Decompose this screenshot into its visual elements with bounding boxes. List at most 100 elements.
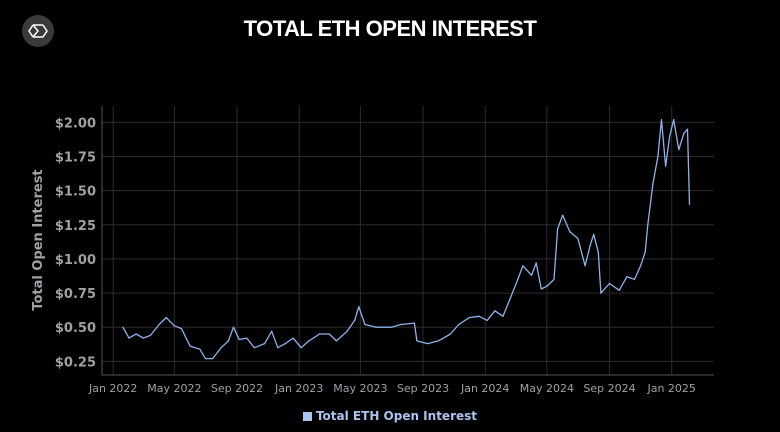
data-point: [597, 251, 599, 253]
data-point: [494, 310, 496, 312]
data-point: [232, 326, 235, 328]
data-point: [486, 319, 488, 321]
data-point: [589, 244, 591, 246]
y-tick-label: $1.75: [55, 151, 96, 166]
x-tick-label: Sep 2022: [211, 382, 263, 395]
data-point: [375, 326, 377, 328]
data-point: [546, 285, 548, 287]
data-point: [300, 347, 302, 349]
data-point: [277, 347, 279, 349]
legend[interactable]: Total ETH Open Interest: [0, 409, 780, 423]
data-point: [220, 347, 222, 349]
data-point: [416, 340, 418, 342]
y-tick-label: $1.25: [55, 219, 96, 234]
data-point: [530, 274, 533, 276]
x-tick-label: Sep 2024: [583, 382, 635, 395]
data-point: [358, 306, 360, 308]
data-point: [673, 119, 675, 121]
legend-swatch: [302, 412, 312, 421]
data-point: [427, 342, 429, 345]
data-point: [449, 333, 452, 335]
data-point: [142, 337, 144, 339]
data-point: [577, 237, 579, 240]
x-tick-label: Jan 2024: [460, 382, 509, 395]
x-tick-label: Jan 2022: [88, 382, 137, 395]
data-point: [640, 265, 642, 267]
data-point: [644, 251, 646, 253]
data-point: [669, 135, 671, 137]
data-point: [122, 326, 124, 328]
data-point: [626, 276, 628, 278]
data-point: [271, 330, 273, 332]
data-point: [263, 342, 266, 345]
y-tick-label: $0.75: [55, 287, 96, 302]
data-point: [173, 325, 175, 327]
series-line: [122, 119, 691, 360]
data-point: [246, 337, 248, 339]
data-point: [664, 165, 667, 167]
data-point: [253, 347, 255, 349]
data-point: [318, 333, 321, 335]
data-point: [657, 155, 659, 158]
y-tick-label: $1.00: [55, 253, 96, 268]
data-point: [647, 224, 649, 226]
data-point: [688, 203, 691, 205]
data-point: [562, 214, 564, 216]
data-point: [584, 265, 586, 267]
data-point: [458, 323, 460, 326]
data-point: [502, 315, 504, 317]
data-point: [390, 326, 393, 328]
logo: [22, 15, 54, 47]
x-tick-label: Jan 2025: [646, 382, 695, 395]
y-tick-label: $2.00: [55, 116, 96, 131]
data-point: [608, 282, 611, 285]
data-point: [180, 327, 183, 330]
chart-title: TOTAL ETH OPEN INTEREST: [243, 16, 537, 41]
data-point: [158, 323, 160, 326]
data-point: [165, 317, 167, 319]
data-point: [678, 149, 680, 151]
y-axis-label: Total Open Interest: [31, 169, 46, 310]
data-point: [346, 330, 348, 332]
y-tick-label: $0.50: [55, 321, 96, 336]
data-point: [204, 358, 207, 360]
data-point: [556, 228, 559, 230]
data-point: [569, 231, 571, 233]
data-point: [517, 278, 519, 281]
data-point: [199, 348, 201, 350]
y-tick-label: $0.25: [55, 355, 96, 370]
data-point: [364, 323, 366, 326]
data-point: [413, 322, 415, 324]
data-point: [468, 317, 471, 319]
data-point: [335, 340, 338, 342]
data-point: [211, 358, 214, 360]
data-point: [540, 288, 542, 290]
data-point: [683, 132, 685, 134]
data-point: [660, 119, 663, 121]
x-tick-label: May 2022: [147, 382, 201, 395]
data-point: [135, 333, 137, 335]
legend-label: Total ETH Open Interest: [315, 409, 478, 423]
y-tick-label: $1.50: [55, 185, 96, 200]
data-point: [686, 128, 689, 130]
data-point: [535, 262, 537, 264]
data-point: [478, 315, 480, 317]
data-point: [618, 289, 620, 291]
data-point: [400, 323, 402, 326]
x-tick-label: May 2024: [520, 382, 574, 395]
data-point: [510, 296, 512, 298]
data-point: [354, 319, 356, 321]
data-point: [593, 233, 595, 235]
data-point: [633, 278, 636, 281]
data-point: [522, 265, 524, 267]
data-point: [284, 342, 287, 345]
sigma-hexagon-logo-icon: [28, 24, 48, 38]
data-point: [553, 278, 555, 281]
data-point: [189, 345, 191, 347]
data-point: [308, 340, 310, 342]
data-point: [128, 337, 130, 339]
data-point: [292, 337, 294, 339]
data-point: [652, 183, 654, 185]
data-point: [227, 340, 229, 342]
